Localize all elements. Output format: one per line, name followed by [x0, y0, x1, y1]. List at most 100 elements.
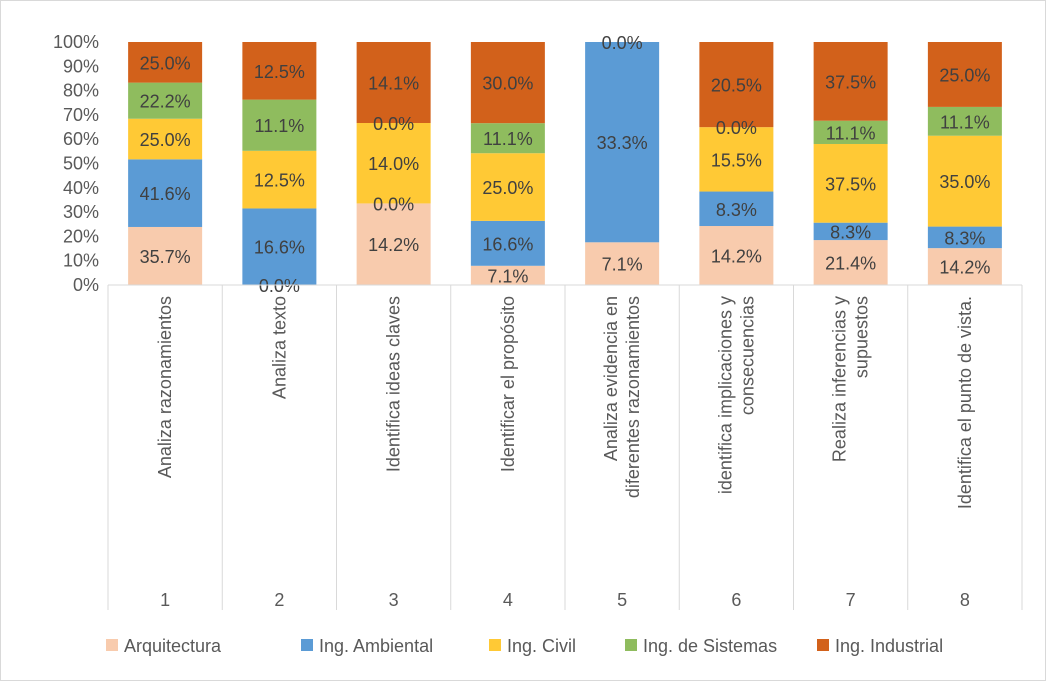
legend-label: Ing. Ambiental	[319, 636, 433, 656]
y-tick-label: 60%	[63, 129, 99, 149]
data-label: 25.0%	[140, 130, 191, 150]
legend-label: Arquitectura	[124, 636, 222, 656]
category-label: Identifica ideas claves	[384, 296, 404, 472]
data-label: 25.0%	[482, 178, 533, 198]
category-label: Analiza razonamientos	[155, 296, 175, 478]
legend-swatch	[489, 639, 501, 651]
bar-segment	[470, 220, 545, 266]
data-label: 20.5%	[711, 76, 762, 96]
data-label: 25.0%	[140, 53, 191, 73]
data-label: 7.1%	[602, 255, 643, 275]
category-number: 7	[846, 590, 856, 610]
bar-segment	[242, 42, 317, 100]
data-label: 22.2%	[140, 92, 191, 112]
bar-segment	[927, 106, 1002, 136]
data-label: 14.2%	[711, 247, 762, 267]
data-label: 14.1%	[368, 74, 419, 94]
legend-label: Ing. Civil	[507, 636, 576, 656]
bar-segment	[813, 42, 888, 121]
y-tick-label: 10%	[63, 251, 99, 271]
bar-segment	[128, 82, 203, 119]
category-number: 8	[960, 590, 970, 610]
bar-segment	[813, 143, 888, 223]
y-tick-label: 70%	[63, 105, 99, 125]
data-labels-layer: 35.7% 41.6% 25.0% 22.2% 25.0% 0.0% 16.6% 12.5% 1…	[140, 33, 991, 296]
category-label: consecuencias	[737, 296, 757, 415]
bar-segment	[699, 226, 774, 285]
category-label: Realiza inferencias y	[830, 296, 850, 462]
legend-swatch	[106, 639, 118, 651]
bar-segment	[470, 265, 545, 285]
data-label: 16.6%	[482, 234, 533, 254]
data-label: 15.5%	[711, 150, 762, 170]
category-label: Identificar el propósito	[498, 296, 518, 472]
bar-segment	[699, 42, 774, 128]
y-tick-label: 20%	[63, 226, 99, 246]
data-label: 11.1%	[255, 116, 305, 136]
bar-segment	[470, 123, 545, 154]
data-label: 37.5%	[825, 72, 876, 92]
bar-segment	[128, 159, 203, 227]
bar-segment	[242, 150, 317, 209]
category-number: 4	[503, 590, 513, 610]
bar-segment	[927, 135, 1002, 227]
data-label: 7.1%	[487, 266, 528, 286]
bar-segment	[356, 123, 431, 204]
bar-segment	[356, 203, 431, 285]
bar-segment	[585, 42, 660, 243]
data-label: 0.0%	[716, 118, 757, 138]
category-label: Identifica el punto de vista.	[955, 296, 975, 509]
data-label: 35.0%	[939, 172, 990, 192]
x-axis: Analiza razonamientos 1 Analiza texto 2 Iden…	[107, 284, 1023, 610]
bar-segment	[470, 42, 545, 124]
y-tick-label: 40%	[63, 178, 99, 198]
y-tick-label: 100%	[53, 32, 99, 52]
data-label: 8.3%	[716, 200, 757, 220]
bar-segment	[356, 42, 431, 123]
data-label: 0.0%	[602, 33, 643, 53]
category-number: 3	[389, 590, 399, 610]
bar-segment	[699, 191, 774, 227]
y-tick-label: 30%	[63, 202, 99, 222]
data-label: 12.5%	[254, 171, 305, 191]
bar-segment	[813, 222, 888, 241]
data-label: 8.3%	[830, 222, 871, 242]
data-label: 14.2%	[939, 258, 990, 278]
legend-swatch	[625, 639, 637, 651]
data-label: 8.3%	[944, 228, 985, 248]
data-label: 16.6%	[254, 238, 305, 258]
data-label: 0.0%	[373, 194, 414, 214]
data-label: 25.0%	[939, 65, 990, 85]
data-label: 37.5%	[825, 174, 876, 194]
y-tick-label: 0%	[73, 275, 99, 295]
category-label: identifica implicaciones y	[715, 296, 735, 494]
y-axis: 0% 10% 20% 30% 40% 50% 60% 70% 80% 90% 100%	[53, 32, 99, 295]
legend: Arquitectura Ing. Ambiental Ing. Civil Ing.…	[106, 636, 943, 656]
bar-segment	[813, 240, 888, 285]
y-tick-label: 90%	[63, 56, 99, 76]
bar-segment	[813, 120, 888, 144]
bar-segment	[585, 242, 660, 285]
data-label: 21.4%	[825, 254, 876, 274]
y-tick-label: 50%	[63, 154, 99, 174]
data-label: 12.5%	[254, 62, 305, 82]
y-tick-label: 80%	[63, 81, 99, 101]
data-label: 41.6%	[140, 184, 191, 204]
legend-swatch	[301, 639, 313, 651]
category-label: Analiza evidencia en	[601, 296, 621, 461]
bars-layer	[128, 42, 1002, 285]
data-label: 30.0%	[482, 74, 533, 94]
bar-segment	[242, 99, 317, 151]
category-number: 1	[160, 590, 170, 610]
category-label: Analiza texto	[269, 296, 289, 399]
data-label: 0.0%	[259, 276, 300, 296]
category-number: 5	[617, 590, 627, 610]
category-number: 6	[731, 590, 741, 610]
category-number: 2	[274, 590, 284, 610]
legend-label: Ing. de Sistemas	[643, 636, 777, 656]
bar-segment	[128, 118, 203, 160]
data-label: 11.1%	[940, 112, 990, 132]
data-label: 35.7%	[140, 247, 191, 267]
